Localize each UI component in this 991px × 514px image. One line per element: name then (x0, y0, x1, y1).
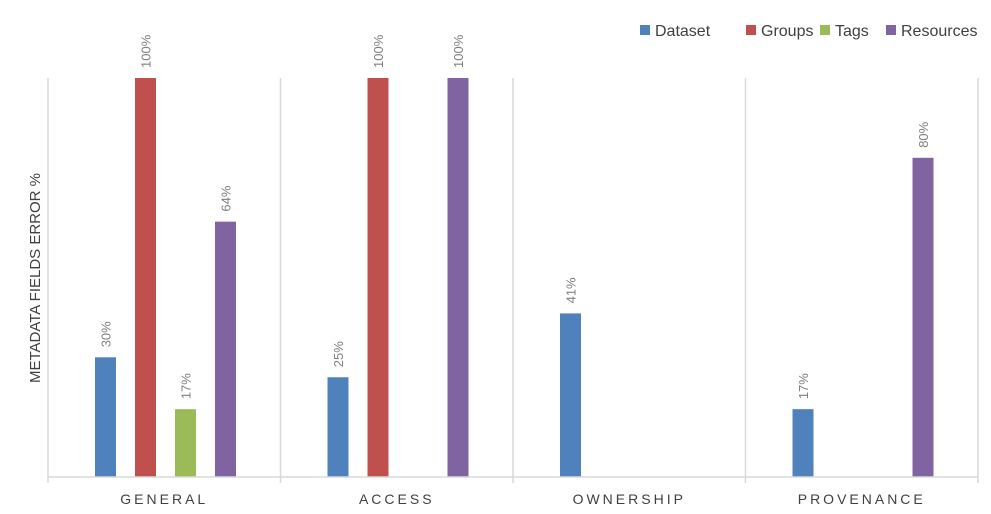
bar-groups (135, 78, 156, 477)
data-labels-group: 30% 25% 41% 17% 100% 100% 17% 64% 100% 80% (99, 34, 932, 399)
legend-swatch-tags (820, 25, 830, 35)
data-label: 25% (331, 341, 346, 367)
legend-swatch-groups (746, 25, 756, 35)
bar-dataset (95, 357, 116, 477)
y-axis-title: METADATA FIELDS ERROR % (27, 173, 44, 383)
legend-swatch-resources (886, 25, 896, 35)
data-label: 80% (916, 121, 931, 147)
bar-resources (215, 221, 236, 477)
bars-group (95, 78, 934, 478)
data-label: 64% (219, 185, 234, 211)
data-label: 30% (99, 321, 114, 347)
data-label: 100% (451, 34, 466, 68)
legend-label: Groups (761, 23, 813, 40)
data-label: 100% (139, 34, 154, 68)
x-tick-label: PROVENANCE (798, 491, 926, 507)
legend-swatch-dataset (640, 25, 650, 35)
x-tick-label: OWNERSHIP (573, 491, 686, 507)
data-label: 100% (371, 34, 386, 68)
bar-tags (175, 409, 196, 477)
bar-resources (912, 157, 934, 478)
legend-label: Dataset (655, 23, 711, 40)
data-label: 17% (796, 373, 811, 399)
legend-label: Resources (901, 23, 977, 40)
bar-resources (447, 78, 469, 477)
legend: Dataset Groups Tags Resources (640, 23, 977, 40)
axes-group: GENERAL ACCESS OWNERSHIP PROVENANCE (47, 78, 979, 507)
bar-dataset (327, 377, 349, 477)
legend-label: Tags (835, 23, 869, 40)
bar-groups (367, 78, 389, 477)
bar-dataset (560, 313, 581, 477)
data-label: 41% (564, 277, 579, 303)
bar-dataset (792, 409, 814, 477)
x-tick-label: ACCESS (359, 491, 435, 507)
data-label: 17% (179, 373, 194, 399)
x-tick-label: GENERAL (120, 491, 208, 507)
